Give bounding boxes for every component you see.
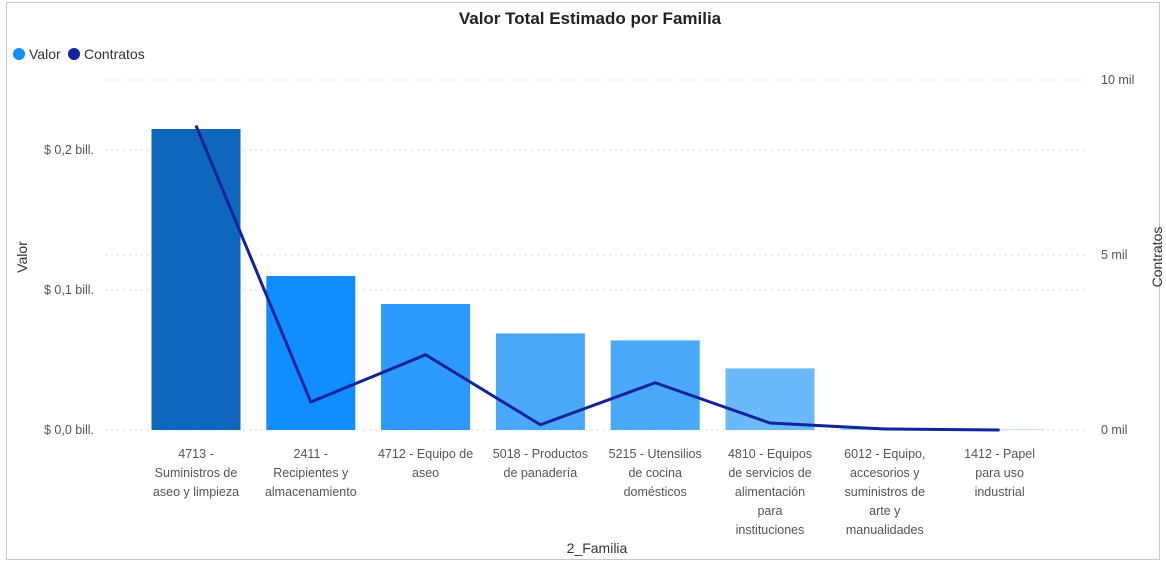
- y-tick-label: $ 0,1 bill.: [44, 283, 94, 297]
- x-category-line: instituciones: [736, 523, 805, 537]
- y2-axis-title: Contratos: [1149, 227, 1165, 288]
- y-tick-label: $ 0,2 bill.: [44, 143, 94, 157]
- gridlines: [105, 79, 1085, 431]
- y2-axis-ticks: 0 mil 5 mil 10 mil: [1101, 73, 1134, 437]
- y2-tick-label: 5 mil: [1101, 248, 1127, 262]
- x-category-line: almacenamiento: [265, 485, 357, 499]
- x-category-label: 5215 - Utensilios de cocina domésticos: [609, 447, 702, 499]
- x-category-line: Suministros de: [155, 466, 238, 480]
- x-category-line: domésticos: [624, 485, 687, 499]
- x-category-label: 1412 - Papel para uso industrial: [964, 447, 1035, 499]
- legend: Valor Contratos: [13, 46, 145, 62]
- bar-valor-0[interactable]: [151, 129, 241, 430]
- x-category-line: aseo y limpieza: [153, 485, 239, 499]
- legend-swatch-contratos: [68, 48, 80, 60]
- x-category-line: 4810 - Equipos: [728, 447, 812, 461]
- x-category-line: para: [757, 504, 782, 518]
- chart-title: Valor Total Estimado por Familia: [459, 9, 722, 28]
- x-category-label: 6012 - Equipo, accesorios y suministros de…: [844, 447, 925, 537]
- bar-valor-1[interactable]: [266, 276, 356, 430]
- x-category-line: 2411 -: [294, 447, 329, 461]
- x-category-line: accesorios y: [850, 466, 920, 480]
- x-category-line: manualidades: [846, 523, 924, 537]
- x-category-label: 5018 - Productos de panadería: [493, 447, 588, 480]
- x-category-line: 4712 - Equipo de: [378, 447, 473, 461]
- y-axis-ticks: $ 0,0 bill. $ 0,1 bill. $ 0,2 bill.: [44, 143, 94, 437]
- x-category-line: arte y: [869, 504, 901, 518]
- line-contratos[interactable]: [194, 124, 1000, 432]
- y2-tick-label: 10 mil: [1101, 73, 1134, 87]
- y-tick-label: $ 0,0 bill.: [44, 423, 94, 437]
- x-axis-title: 2_Familia: [567, 540, 628, 556]
- y2-tick-label: 0 mil: [1101, 423, 1127, 437]
- x-category-line: 4713 -: [178, 447, 213, 461]
- legend-swatch-valor: [13, 48, 25, 60]
- x-category-line: para uso: [975, 466, 1024, 480]
- x-category-line: industrial: [975, 485, 1025, 499]
- y-axis-title: Valor: [14, 241, 30, 273]
- x-category-line: 1412 - Papel: [964, 447, 1035, 461]
- x-category-line: suministros de: [845, 485, 926, 499]
- legend-label-contratos[interactable]: Contratos: [84, 46, 145, 62]
- x-axis-categories: 4713 - Suministros de aseo y limpieza 2411 …: [153, 447, 1035, 537]
- x-category-line: de cocina: [628, 466, 682, 480]
- x-category-line: 6012 - Equipo,: [844, 447, 925, 461]
- x-category-line: Recipientes y: [273, 466, 349, 480]
- x-category-label: 4713 - Suministros de aseo y limpieza: [153, 447, 239, 499]
- bar-valor-5[interactable]: [725, 368, 815, 430]
- legend-label-valor[interactable]: Valor: [29, 46, 61, 62]
- bar-valor-4[interactable]: [610, 340, 700, 430]
- x-category-line: 5018 - Productos: [493, 447, 588, 461]
- x-category-label: 2411 - Recipientes y almacenamiento: [265, 447, 357, 499]
- x-category-line: aseo: [412, 466, 439, 480]
- x-category-label: 4810 - Equipos de servicios de alimentació…: [728, 447, 812, 537]
- bar-valor-3[interactable]: [495, 333, 585, 430]
- x-category-line: de panadería: [504, 466, 578, 480]
- x-category-line: 5215 - Utensilios: [609, 447, 702, 461]
- line-series-contratos: [194, 124, 1000, 432]
- x-category-line: de servicios de: [728, 466, 811, 480]
- x-category-line: alimentación: [735, 485, 805, 499]
- bar-series-valor: [151, 129, 1045, 430]
- x-category-label: 4712 - Equipo de aseo: [378, 447, 473, 480]
